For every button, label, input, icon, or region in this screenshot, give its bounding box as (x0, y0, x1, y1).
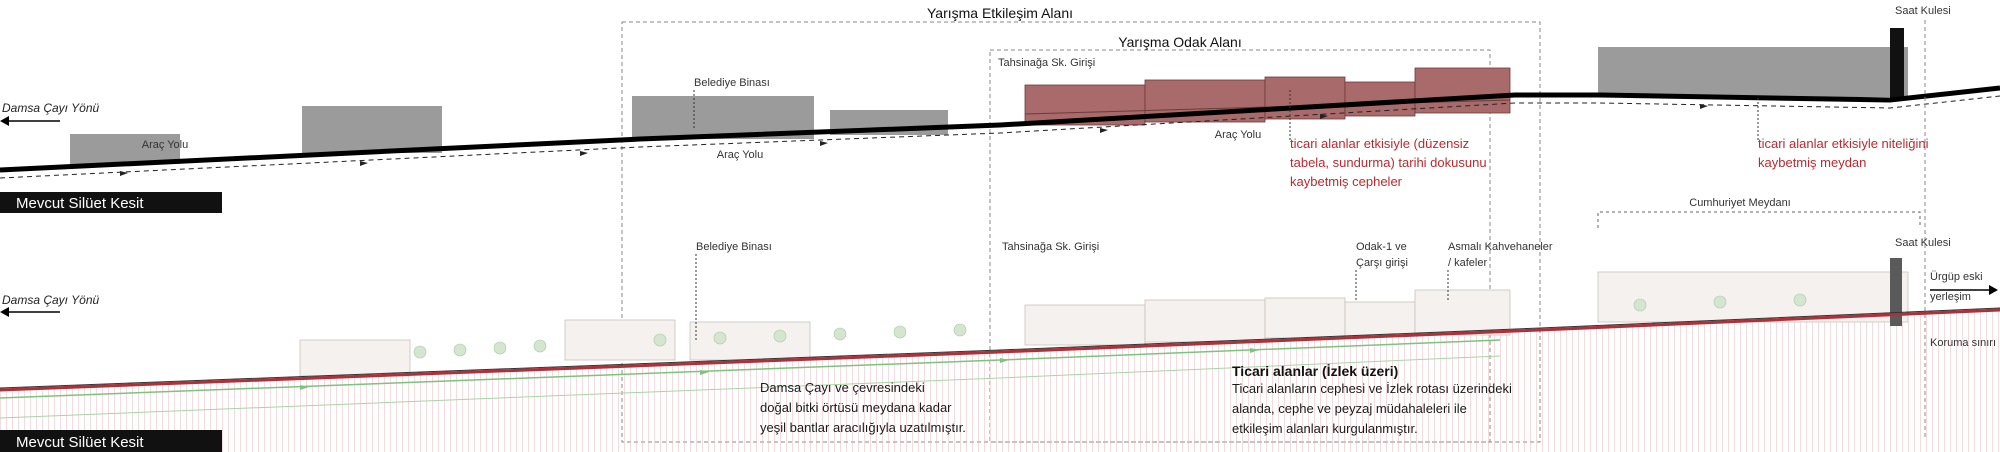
road-arrow (580, 151, 588, 156)
facade-block (1264, 76, 1346, 120)
label-odak-2: Çarşı girişi (1356, 257, 1408, 269)
facade-block (1414, 67, 1511, 114)
zone-outer-frame (621, 21, 1541, 443)
green-note-line3: yeşil bantlar aracılığıyla uzatılmıştır. (760, 420, 966, 435)
zone-outer-label: Yarışma Etkileşim Alanı (927, 5, 1073, 21)
faint-building (1597, 271, 1909, 323)
road-arrow (1100, 128, 1108, 133)
tree (893, 325, 907, 339)
red-note-1-line3: kaybetmiş cepheler (1290, 174, 1403, 189)
ground-line (0, 85, 2000, 173)
red-note-1-line2: tabela, sundurma) tarihi dokusunu (1290, 155, 1487, 170)
road-label-2: Araç Yolu (1215, 129, 1261, 141)
top-section: Yarışma Etkileşim Alanı Yarışma Odak Ala… (0, 5, 2000, 443)
faint-building (1344, 301, 1416, 337)
green-note-line1: Damsa Çayı ve çevresindeki (760, 380, 925, 395)
road-arrow (1700, 104, 1708, 109)
section-label-band-top (0, 192, 222, 213)
facade-block (1344, 81, 1416, 117)
label-tahsinaga-top: Tahsinağa Sk. Girişi (998, 57, 1095, 69)
road-label-1b: Araç Yolu (717, 149, 763, 161)
label-belediye-top: Belediye Binası (694, 77, 770, 89)
tree (533, 339, 547, 353)
label-tahsinaga-bottom: Tahsinağa Sk. Girişi (1002, 241, 1099, 253)
zone-inner-label: Yarışma Odak Alanı (1118, 34, 1241, 50)
right-arrow-head (1989, 285, 1998, 295)
section-label-bottom: Mevcut Silüet Kesit (16, 434, 144, 451)
label-urgup-2: yerleşim (1930, 291, 1971, 303)
tree (653, 333, 667, 347)
label-belediye-bottom: Belediye Binası (696, 241, 772, 253)
faint-building (689, 321, 811, 361)
tree (833, 327, 847, 341)
trees (413, 293, 1807, 359)
ground-hatch (0, 310, 2000, 452)
tree (1713, 295, 1727, 309)
section-label-band-bottom (0, 430, 222, 452)
ticari-note-line2: alanda, cephe ve peyzaj müdahaleleri ile (1232, 401, 1467, 416)
green-band (0, 355, 1501, 419)
road-line (0, 95, 2000, 179)
road-arrow (360, 161, 368, 166)
road-arrow (1320, 114, 1328, 119)
tree (453, 343, 467, 357)
label-koruma: Koruma sınırı (1930, 337, 1996, 349)
label-asmali-2: / kafeler (1448, 257, 1487, 269)
ground-line-bottom-top (0, 307, 2000, 389)
ticari-title: Ticari alanlar (İzlek üzeri) (1232, 363, 1398, 379)
label-urgup-1: Ürgüp eski (1930, 271, 1983, 283)
faint-building (1024, 304, 1146, 346)
road-label-1: Araç Yolu (142, 139, 188, 151)
green-arrows (300, 348, 1259, 390)
tree (773, 329, 787, 343)
green-note-line2: doğal bitki örtüsü meydana kadar (760, 400, 952, 415)
label-odak-1: Odak-1 ve (1356, 241, 1407, 253)
green-arrow (700, 370, 709, 375)
label-asmali-1: Asmalı Kahvehaneler (1448, 241, 1553, 253)
building-block (302, 106, 442, 153)
road-arrow (820, 141, 828, 146)
direction-left-label: Damsa Çayı Yönü (2, 101, 99, 115)
faint-building (1414, 289, 1511, 336)
tree (1793, 293, 1807, 307)
direction-arrow-head-bottom (0, 307, 9, 317)
road-arrows (120, 104, 1708, 176)
tree (1633, 298, 1647, 312)
clock-tower-bottom (1890, 258, 1902, 326)
building-block (70, 134, 180, 164)
building-meydan (1598, 47, 1908, 97)
label-saat-top: Saat Kulesi (1895, 5, 1951, 17)
green-arrow (1250, 348, 1259, 353)
label-cumhuriyet: Cumhuriyet Meydanı (1689, 197, 1791, 209)
tree (413, 345, 427, 359)
ticari-note-line1: Ticari alanların cephesi ve İzlek rotası… (1232, 381, 1512, 396)
direction-arrow-head (0, 116, 9, 126)
focus-facades (1024, 67, 1511, 126)
faint-building (1144, 299, 1266, 343)
faint-buildings (299, 271, 1909, 377)
faint-building (1264, 297, 1346, 339)
tree (713, 331, 727, 345)
faint-building (299, 339, 411, 377)
section-label-top: Mevcut Silüet Kesit (16, 195, 144, 212)
cumhuriyet-bracket (1597, 211, 1921, 228)
tree (493, 341, 507, 355)
green-arrow (300, 385, 309, 390)
red-note-2-line2: kaybetmiş meydan (1758, 155, 1866, 170)
bottom-section: Damsa Çayı Yönü Ürgüp eski yerleşim Koru… (0, 197, 2000, 452)
green-arrow (1000, 358, 1009, 363)
road-arrow (120, 171, 128, 176)
red-note-1-line1: ticari alanlar etkisiyle (düzensiz (1290, 136, 1469, 151)
red-note-2-line1: ticari alanlar etkisiyle niteliğini (1758, 136, 1929, 151)
label-saat-bottom: Saat Kulesi (1895, 237, 1951, 249)
ground-line-bottom (0, 308, 2000, 392)
clock-tower (1890, 28, 1904, 100)
direction-left-label-bottom: Damsa Çayı Yönü (2, 293, 99, 307)
tree (953, 323, 967, 337)
ticari-note-line3: etkileşim alanları kurgulanmıştır. (1232, 421, 1418, 436)
